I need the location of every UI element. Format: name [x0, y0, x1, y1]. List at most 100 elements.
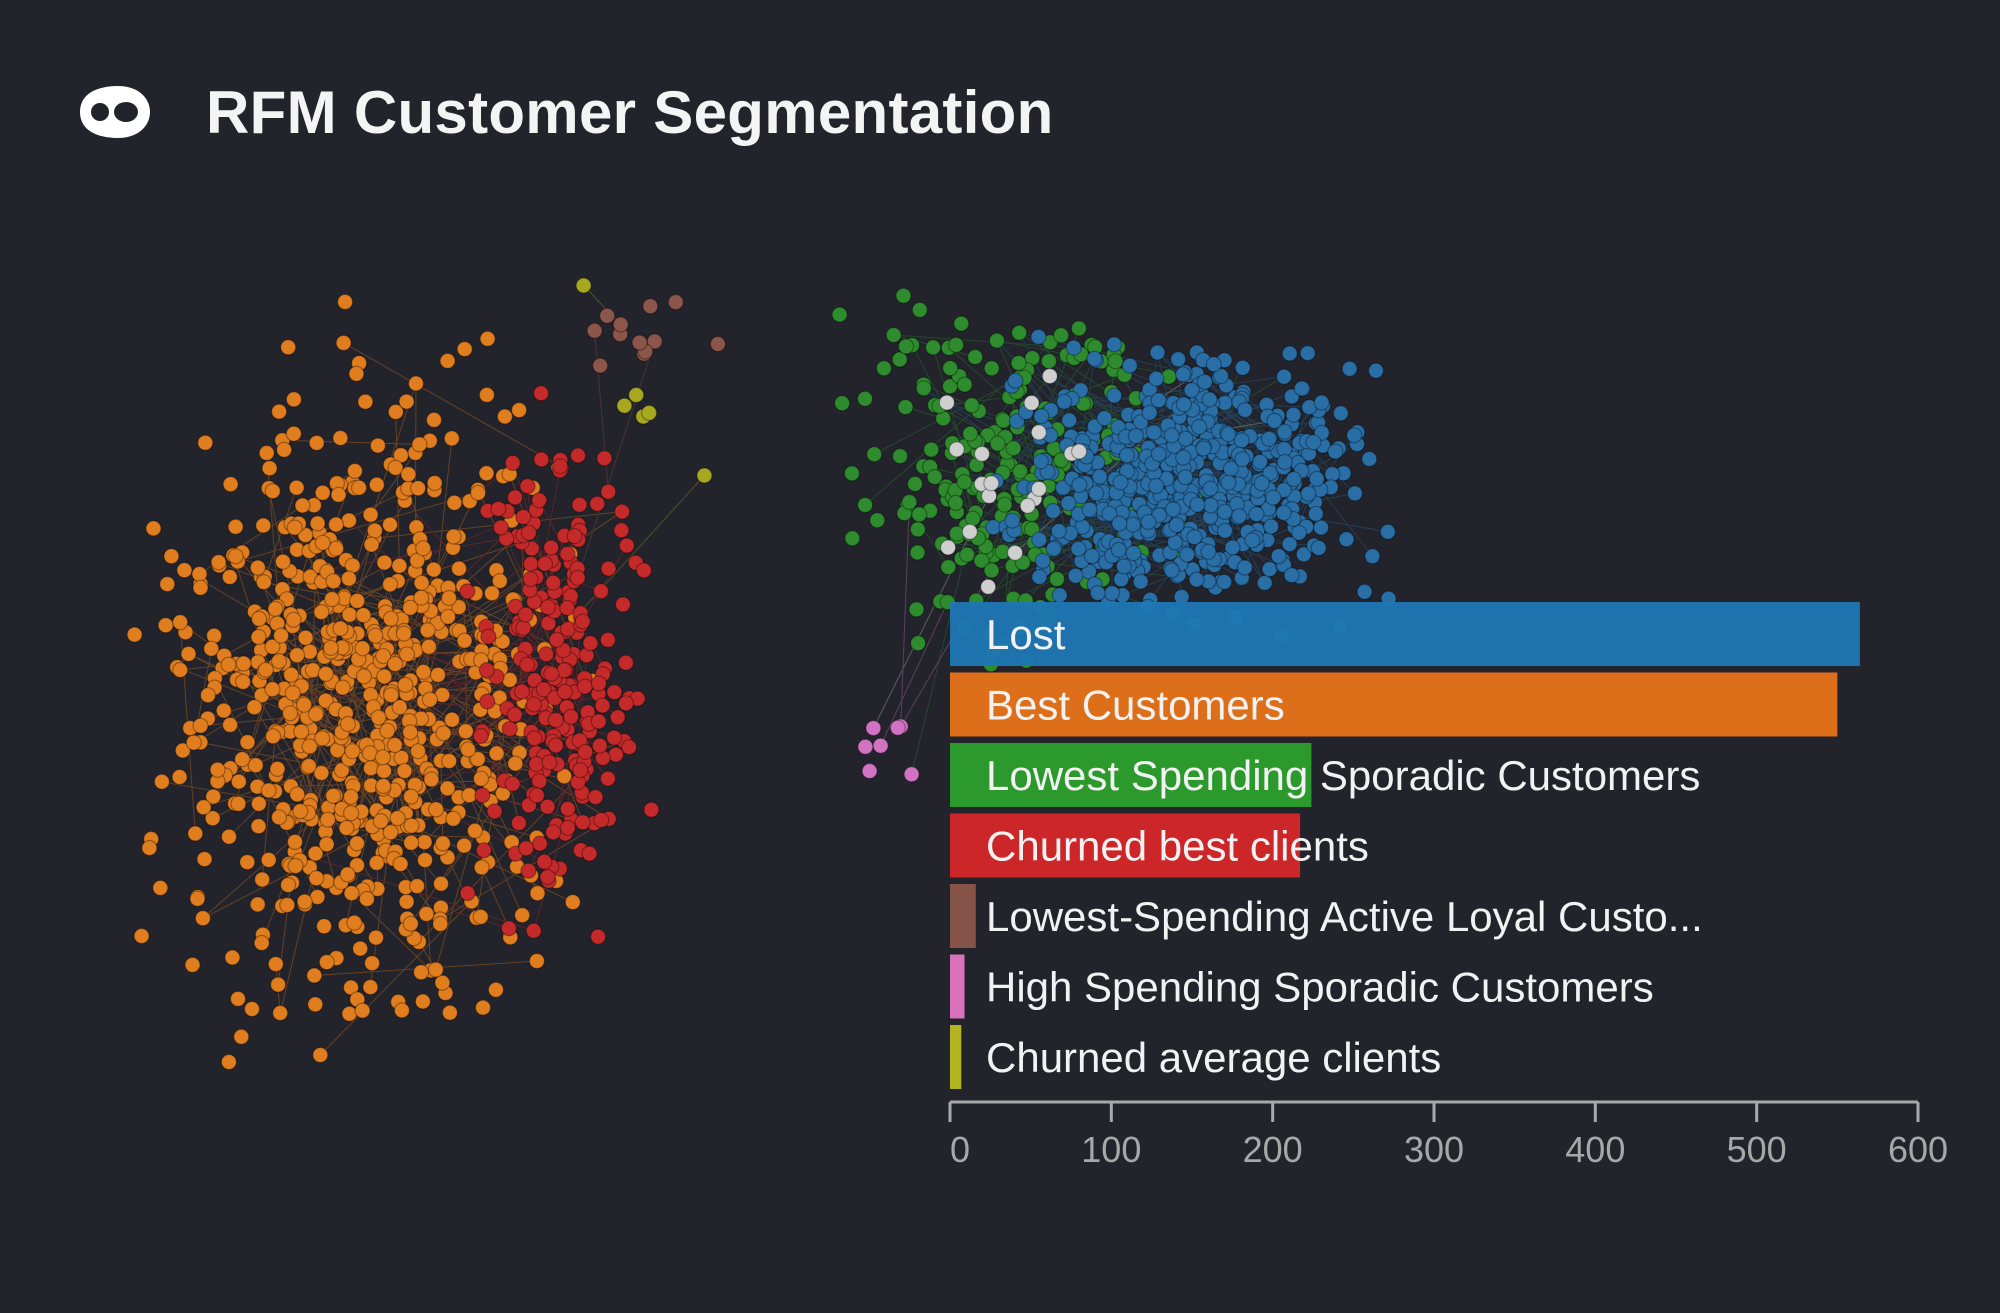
- bar-4: [950, 884, 976, 948]
- network-node: [445, 528, 462, 545]
- network-node: [397, 676, 414, 694]
- network-edge: [370, 452, 416, 515]
- network-node: [325, 787, 342, 805]
- network-node: [276, 441, 293, 458]
- network-node: [420, 638, 437, 655]
- network-edge: [200, 716, 292, 727]
- network-node: [196, 850, 213, 868]
- network-edge: [880, 601, 949, 746]
- network-node: [328, 540, 345, 557]
- network-node: [327, 516, 345, 533]
- network-node: [443, 430, 460, 447]
- network-node: [368, 854, 385, 872]
- network-node: [243, 1000, 261, 1018]
- network-edge: [577, 341, 656, 579]
- network-edge: [386, 648, 520, 754]
- network-node: [478, 465, 495, 482]
- network-node: [355, 668, 372, 685]
- network-node: [309, 515, 326, 532]
- network-node: [396, 762, 413, 780]
- network-node: [415, 663, 432, 681]
- bar-label-0: Lost: [986, 611, 1066, 658]
- network-node: [441, 1004, 458, 1021]
- network-node: [392, 855, 409, 873]
- network-node: [171, 768, 188, 786]
- network-node: [416, 851, 434, 869]
- network-node: [264, 483, 281, 500]
- network-node: [308, 434, 325, 451]
- network-edge: [218, 561, 329, 608]
- network-node: [409, 743, 427, 760]
- network-node: [414, 993, 431, 1010]
- network-node: [317, 692, 334, 709]
- network-node: [346, 914, 363, 931]
- network-node: [174, 742, 191, 759]
- network-node: [439, 352, 456, 369]
- network-node: [367, 627, 384, 644]
- network-node: [264, 681, 281, 698]
- network-edge: [431, 778, 583, 823]
- bar-label-6: Churned average clients: [986, 1034, 1441, 1081]
- network-node: [255, 573, 272, 591]
- network-node: [528, 952, 546, 970]
- network-node: [272, 1004, 289, 1022]
- bar-0: [950, 602, 1860, 666]
- network-node: [153, 773, 170, 790]
- network-edge: [509, 473, 585, 679]
- network-edge: [418, 768, 587, 943]
- network-node: [192, 717, 209, 734]
- network-node: [285, 425, 302, 442]
- network-edge: [333, 383, 417, 630]
- x-axis: 0 100 200 300 400 500 600: [948, 1100, 1948, 1170]
- network-node: [494, 633, 511, 650]
- network-edge: [370, 536, 455, 696]
- network-node: [318, 953, 335, 971]
- network-node: [306, 967, 323, 984]
- network-node: [446, 494, 463, 511]
- network-node: [287, 857, 304, 875]
- network-node: [271, 403, 288, 420]
- bar-label-4: Lowest-Spending Active Loyal Custo...: [986, 893, 1703, 940]
- network-node: [230, 773, 247, 790]
- network-node: [357, 393, 374, 410]
- network-node: [362, 506, 379, 523]
- network-node: [203, 640, 220, 657]
- network-node: [337, 293, 354, 310]
- network-node: [258, 444, 275, 462]
- network-node: [300, 757, 317, 775]
- network-node: [352, 940, 369, 957]
- network-edge: [237, 492, 479, 562]
- network-node: [224, 949, 241, 966]
- network-node: [391, 699, 408, 716]
- network-node: [289, 786, 306, 803]
- network-node: [556, 768, 573, 785]
- network-node: [339, 866, 356, 883]
- network-edge: [282, 439, 420, 445]
- network-node: [434, 835, 451, 852]
- bar-group: Lost Best Customers Lowest Spending Sporad…: [950, 602, 1860, 1089]
- network-node: [469, 750, 486, 768]
- network-node: [450, 560, 468, 577]
- network-node: [157, 617, 174, 634]
- network-node: [239, 853, 256, 871]
- bar-5: [950, 954, 965, 1019]
- network-edge: [583, 285, 622, 325]
- network-node: [398, 393, 415, 410]
- network-node: [319, 811, 336, 828]
- network-edge: [440, 760, 444, 844]
- network-node: [426, 474, 443, 492]
- network-node: [382, 576, 399, 593]
- network-node: [346, 462, 363, 480]
- network-node: [391, 557, 408, 574]
- x-tick-label-0: 0: [950, 1129, 970, 1170]
- network-node: [250, 818, 267, 835]
- network-node: [280, 339, 297, 356]
- x-tick-label-5: 500: [1727, 1129, 1787, 1170]
- network-node: [314, 730, 331, 747]
- network-node: [313, 764, 330, 782]
- network-node: [253, 934, 270, 952]
- network-node: [250, 795, 267, 812]
- network-node: [261, 460, 278, 477]
- network-node: [205, 788, 222, 805]
- header: RFM Customer Segmentation: [70, 70, 1054, 154]
